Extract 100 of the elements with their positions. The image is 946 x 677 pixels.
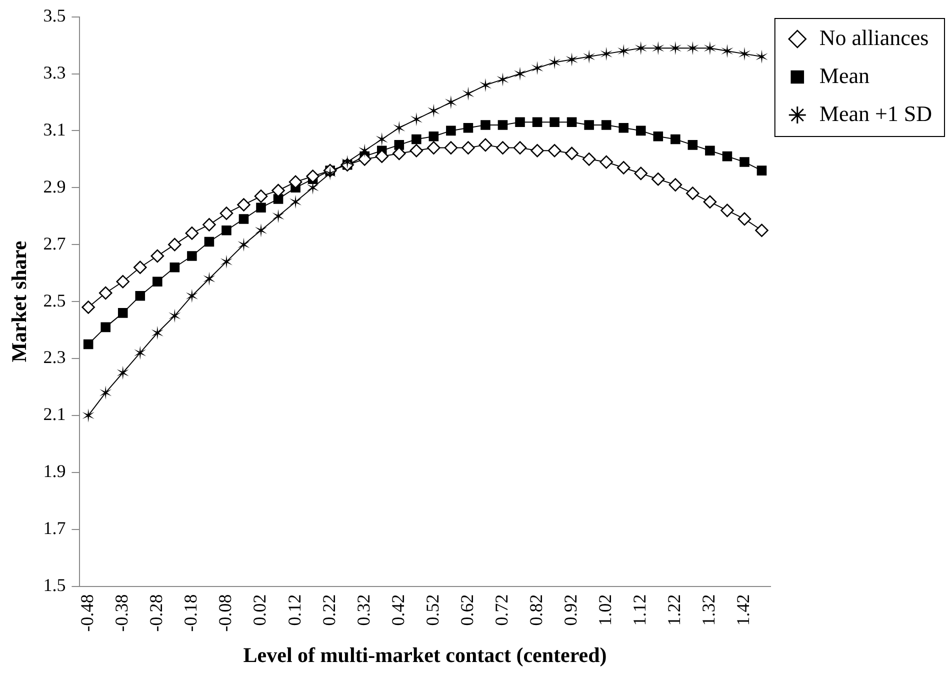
point xyxy=(636,126,646,136)
point xyxy=(168,308,181,323)
x-tick-label: 0.12 xyxy=(284,594,304,626)
point xyxy=(498,120,508,130)
x-tick-label: 1.12 xyxy=(630,594,650,626)
point xyxy=(306,180,319,195)
x-tick-label: -0.18 xyxy=(180,594,201,632)
x-tick-label: 1.32 xyxy=(698,594,719,626)
point xyxy=(202,218,216,232)
point xyxy=(272,209,284,224)
point xyxy=(550,117,560,128)
y-tick-label: 3.5 xyxy=(43,6,66,26)
point xyxy=(220,206,234,220)
point xyxy=(480,120,490,130)
point xyxy=(222,225,232,236)
point xyxy=(532,117,542,128)
y-tick-label: 1.7 xyxy=(43,518,66,538)
point xyxy=(740,157,750,167)
point xyxy=(548,55,561,70)
y-tick-label: 1.9 xyxy=(43,461,66,482)
point xyxy=(756,166,767,176)
point xyxy=(618,122,629,133)
point xyxy=(703,195,717,209)
x-tick-label: 0.22 xyxy=(318,594,339,626)
x-tick-label: 0.02 xyxy=(250,594,270,626)
point xyxy=(238,238,250,252)
point xyxy=(100,386,112,400)
point xyxy=(83,339,94,350)
point xyxy=(254,190,268,203)
point xyxy=(272,184,285,198)
point xyxy=(306,170,320,183)
x-tick-label: 0.62 xyxy=(456,594,477,626)
x-tick-label: -0.48 xyxy=(77,594,98,632)
point xyxy=(410,144,424,158)
point xyxy=(98,286,112,300)
point xyxy=(428,132,439,142)
x-tick-label: 0.92 xyxy=(560,594,581,626)
y-tick-label: 2.7 xyxy=(43,233,66,254)
point xyxy=(444,95,457,110)
x-tick-label: 1.22 xyxy=(664,594,684,626)
point xyxy=(566,117,577,128)
point xyxy=(651,172,665,186)
y-tick-label: 2.5 xyxy=(43,290,66,310)
y-tick-label: 2.1 xyxy=(43,404,66,424)
point xyxy=(530,144,544,158)
point xyxy=(652,41,664,56)
point xyxy=(152,276,162,287)
point xyxy=(289,194,302,209)
point xyxy=(170,262,180,272)
point xyxy=(515,117,525,128)
point xyxy=(187,251,197,261)
point xyxy=(720,204,734,218)
point xyxy=(288,175,302,189)
point xyxy=(204,236,214,247)
point xyxy=(670,134,680,144)
x-tick-label: 0.32 xyxy=(353,594,374,626)
point xyxy=(82,408,94,422)
point xyxy=(548,144,562,158)
y-tick-label: 3.3 xyxy=(43,62,66,82)
point xyxy=(203,272,216,286)
legend-label: Mean +1 SD xyxy=(819,100,932,126)
point xyxy=(150,249,164,263)
point xyxy=(479,78,492,92)
point xyxy=(444,141,458,154)
point xyxy=(462,141,475,154)
point xyxy=(688,140,698,150)
point xyxy=(531,61,544,76)
point xyxy=(186,288,198,303)
point xyxy=(256,202,266,212)
point xyxy=(428,104,440,118)
point xyxy=(584,120,594,130)
point xyxy=(358,152,372,166)
point xyxy=(358,144,371,158)
point xyxy=(496,72,509,86)
point xyxy=(134,346,146,360)
point xyxy=(738,46,751,61)
point xyxy=(653,132,664,142)
point xyxy=(118,308,128,318)
x-tick-label: 0.82 xyxy=(526,594,546,626)
point xyxy=(616,161,630,174)
point xyxy=(100,322,110,332)
point xyxy=(393,120,406,135)
point xyxy=(686,186,700,200)
point xyxy=(238,214,249,224)
point xyxy=(600,155,613,169)
point xyxy=(135,290,146,301)
x-tick-label: -0.28 xyxy=(146,594,166,632)
point xyxy=(738,212,752,226)
point xyxy=(721,44,734,58)
point xyxy=(341,155,354,170)
y-axis-title: Market share xyxy=(7,240,32,362)
point xyxy=(254,223,268,238)
point xyxy=(412,134,422,144)
point xyxy=(185,226,199,240)
point xyxy=(634,41,647,56)
point xyxy=(168,238,182,252)
x-tick-label: 0.52 xyxy=(422,594,442,626)
point xyxy=(755,224,768,238)
point xyxy=(583,50,596,64)
point xyxy=(686,41,699,56)
